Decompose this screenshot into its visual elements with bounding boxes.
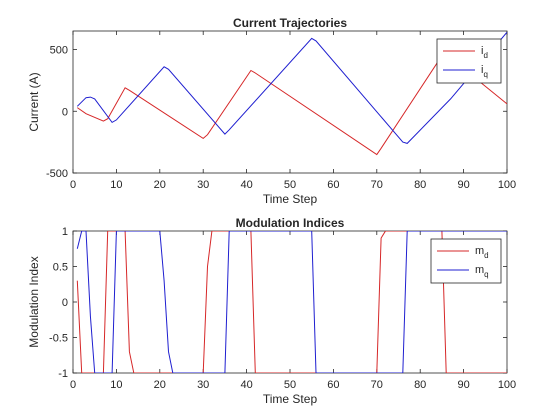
x-tick-label: 40 xyxy=(240,379,252,391)
plot-title: Current Trajectories xyxy=(233,16,347,30)
series-line-mq xyxy=(76,231,507,373)
legend-label-subscript: q xyxy=(483,70,487,79)
y-tick-label: -0.5 xyxy=(49,333,68,345)
x-tick-label: 30 xyxy=(197,379,209,391)
legend-label-main: m xyxy=(475,264,484,276)
x-axis-label: Time Step xyxy=(263,392,318,406)
x-axis-label: Time Step xyxy=(263,192,318,206)
x-tick-label: 90 xyxy=(457,179,469,191)
y-axis-label: Current (A) xyxy=(27,72,41,131)
x-tick-label: 90 xyxy=(457,379,469,391)
y-tick-label: 0 xyxy=(62,297,68,309)
x-tick-label: 100 xyxy=(498,379,516,391)
x-tick-label: 50 xyxy=(284,179,296,191)
x-tick-label: 0 xyxy=(70,179,76,191)
plot-panel-2: 0 10 20 30 40 50 60 70 80 90 100 -1 -0.5 0 0.5 1 Modulat… xyxy=(27,216,516,406)
y-tick-label: -1 xyxy=(58,368,68,380)
legend-label-subscript: q xyxy=(484,270,488,279)
legend-label-main: i xyxy=(481,45,483,57)
legend-label-subscript: d xyxy=(483,51,487,60)
x-tick-label: 100 xyxy=(498,179,516,191)
legend-label-mq: mq xyxy=(475,264,489,279)
y-tick-label: 500 xyxy=(50,45,68,57)
legend-label-md: md xyxy=(475,245,489,260)
x-tick-label: 80 xyxy=(414,379,426,391)
series-line-md xyxy=(76,231,507,373)
legend-label-main: i xyxy=(481,64,483,76)
y-tick-label: 0.5 xyxy=(53,262,68,274)
x-tick-label: 80 xyxy=(414,179,426,191)
y-tick-label: -500 xyxy=(46,168,68,180)
x-tick-label: 0 xyxy=(70,379,76,391)
y-axis-label: Modulation Index xyxy=(27,256,41,347)
x-tick-label: 70 xyxy=(371,379,383,391)
series-line-id xyxy=(77,53,507,156)
plot-title: Modulation Indices xyxy=(236,216,345,230)
y-tick-label: 0 xyxy=(62,106,68,118)
x-tick-label: 10 xyxy=(110,179,122,191)
x-tick-label: 10 xyxy=(110,379,122,391)
x-tick-label: 40 xyxy=(240,179,252,191)
legend-box xyxy=(430,238,502,284)
legend-label-id: id xyxy=(481,45,488,60)
x-tick-label: 30 xyxy=(197,179,209,191)
x-tick-label: 20 xyxy=(154,379,166,391)
series-line-iq xyxy=(76,31,507,144)
x-tick-label: 60 xyxy=(327,179,339,191)
legend-label-iq: iq xyxy=(481,64,488,79)
x-tick-label: 70 xyxy=(371,179,383,191)
y-tick-label: 1 xyxy=(62,226,68,238)
legend-box xyxy=(436,38,502,84)
plot-axes-box xyxy=(72,30,508,174)
legend-label-main: m xyxy=(475,245,484,257)
x-tick-label: 20 xyxy=(154,179,166,191)
legend-label-subscript: d xyxy=(484,251,488,260)
x-tick-label: 50 xyxy=(284,379,296,391)
x-tick-label: 60 xyxy=(327,379,339,391)
